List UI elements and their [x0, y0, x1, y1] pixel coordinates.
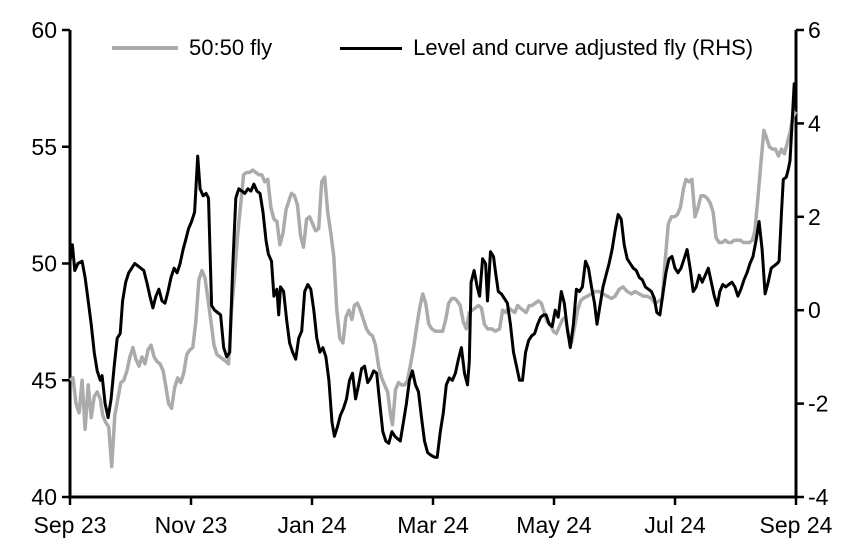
left-axis-tick-label: 50: [31, 251, 57, 277]
legend-label-5050-fly: 50:50 fly: [189, 35, 273, 60]
series-line-adjusted-fly: [68, 82, 798, 459]
chart-legend: 50:50 fly Level and curve adjusted fly (…: [112, 34, 753, 62]
x-axis-tick-label: Sep 24: [760, 512, 833, 538]
right-axis-tick-label: 4: [808, 110, 821, 136]
right-axis-tick-label: 2: [808, 204, 821, 230]
x-axis-tick-label: Mar 24: [397, 512, 469, 538]
gray-line-sample-icon: [112, 46, 178, 50]
left-axis-tick-label: 55: [31, 134, 57, 160]
x-axis-tick-label: Jul 24: [644, 512, 706, 538]
left-axis-tick-label: 45: [31, 367, 57, 393]
series-line-5050-fly: [68, 110, 798, 469]
legend-item-adjusted-fly: Level and curve adjusted fly (RHS): [340, 35, 753, 61]
left-axis-tick-label: 40: [31, 484, 57, 510]
right-axis-tick-label: -2: [808, 391, 828, 417]
x-axis-tick-label: May 24: [516, 512, 592, 538]
x-axis-tick-label: Nov 23: [155, 512, 228, 538]
right-axis-tick-label: 0: [808, 297, 821, 323]
legend-item-5050-fly: 50:50 fly: [112, 35, 272, 61]
black-line-sample-icon: [340, 46, 403, 50]
left-axis-tick-label: 60: [31, 17, 57, 43]
right-axis-tick-label: -4: [808, 484, 829, 510]
legend-label-adjusted-fly: Level and curve adjusted fly (RHS): [413, 35, 754, 60]
right-axis-tick-label: 6: [808, 17, 821, 43]
x-axis-tick-label: Sep 23: [34, 512, 107, 538]
x-axis-tick-label: Jan 24: [277, 512, 346, 538]
